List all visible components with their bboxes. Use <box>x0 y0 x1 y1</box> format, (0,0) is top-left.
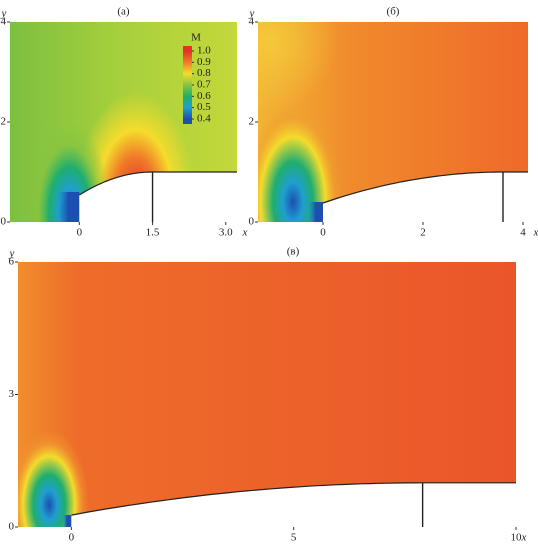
colorbar-tick-label: 0.8 <box>197 67 211 79</box>
x-tick-label: 4 <box>520 227 526 239</box>
x-tick-label: 0 <box>69 532 75 544</box>
body-contour <box>71 482 516 516</box>
x-axis-label: x <box>533 227 538 239</box>
field-region <box>258 22 338 112</box>
y-tick-label: 4 <box>249 16 255 28</box>
stagnation-region <box>57 192 80 222</box>
colorbar-tick-label: 1.0 <box>197 45 211 57</box>
y-axis-label: y <box>9 248 15 260</box>
x-tick-label: 0 <box>77 227 83 239</box>
colorbar-tick-label: 0.5 <box>197 101 211 113</box>
y-tick-label: 2 <box>249 116 255 128</box>
colorbar-tick-label: 0.4 <box>197 113 211 125</box>
y-axis-label: y <box>1 8 7 20</box>
x-axis-label: x <box>521 532 527 544</box>
colorbar-tick-label: 0.9 <box>197 56 211 68</box>
body-contour <box>322 171 528 204</box>
x-tick-label: 0 <box>320 227 326 239</box>
body <box>323 172 528 222</box>
y-tick-label: 6 <box>9 256 15 268</box>
mach-field <box>10 22 237 222</box>
y-tick-label: 3 <box>9 388 15 400</box>
x-axis-label: x <box>242 227 248 239</box>
panel-title: (а) <box>117 6 130 18</box>
stagnation-region <box>62 515 72 527</box>
y-tick-label: 0 <box>9 521 15 533</box>
y-tick-label: 0 <box>249 216 255 228</box>
x-tick-label: 3.0 <box>219 227 233 239</box>
x-tick-label: 5 <box>291 532 297 544</box>
colorbar-title: M <box>191 32 201 44</box>
body-contour <box>78 171 237 196</box>
mach-field <box>258 22 528 222</box>
stagnation-region <box>308 202 323 222</box>
y-tick-label: 0 <box>1 216 7 228</box>
field-region <box>258 102 343 222</box>
body <box>71 482 516 527</box>
panel: 0 5 10 0 3 6 x y (в) <box>9 246 527 544</box>
x-tick-label: 2 <box>420 227 426 239</box>
y-tick-label: 4 <box>1 16 7 28</box>
colorbar-tick-label: 0.7 <box>197 79 211 91</box>
x-tick-label: 1.5 <box>146 227 160 239</box>
y-tick-label: 2 <box>1 116 7 128</box>
panel: 0 1.5 3.0 0 2 4 x y (а) M1.00.90.80.70.60.50.4 <box>1 6 248 239</box>
colorbar-tick-label: 0.6 <box>197 90 211 102</box>
body <box>79 172 237 222</box>
panel-title: (в) <box>287 246 300 258</box>
mach-field <box>18 262 516 527</box>
field-region <box>18 429 90 527</box>
panel-title: (б) <box>387 6 400 18</box>
y-axis-label: y <box>249 8 255 20</box>
colorbar <box>183 46 192 124</box>
x-tick-label: 10 <box>511 532 523 544</box>
